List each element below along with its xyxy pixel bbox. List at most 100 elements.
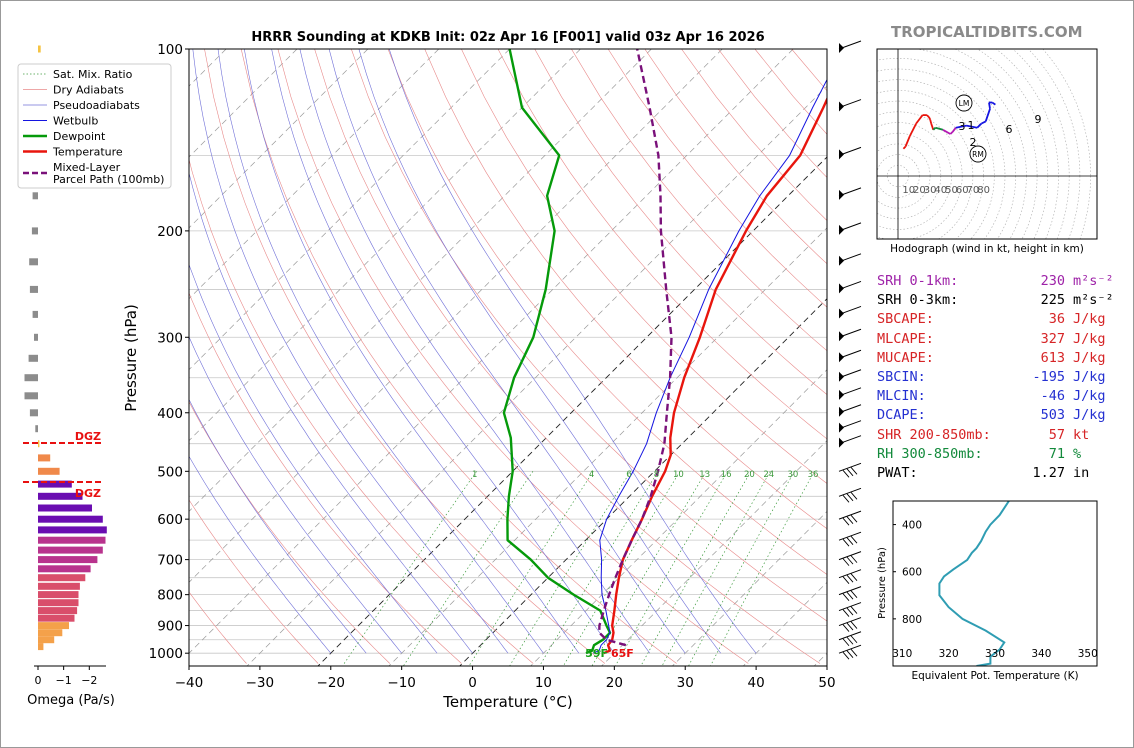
pseudoadiabat-line (271, 49, 615, 654)
parameter-row: MLCAPE: 327 J/kg (877, 331, 1127, 350)
barb-feather (842, 517, 850, 526)
wind-barb (838, 510, 862, 526)
parameter-unit: J/kg (1073, 388, 1106, 405)
storm-motion-label: LM (959, 99, 970, 108)
mixing-ratio-label: 1 (472, 470, 477, 480)
isotherm-line (672, 510, 827, 666)
parameter-label: SBCAPE: (877, 311, 934, 328)
legend-label: Dry Adiabats (53, 84, 124, 97)
parameter-unit: J/kg (1073, 349, 1106, 366)
dry-adiabat-line (240, 49, 677, 664)
x-tick-label: 0 (468, 675, 477, 691)
parameter-label: PWAT: (877, 464, 918, 481)
dry-adiabat-line (189, 292, 462, 664)
isotherm-line (601, 440, 827, 666)
hodograph-rings (877, 49, 1097, 239)
hodograph-height-label: 2 (970, 136, 977, 149)
parameter-row: MUCAPE: 613 J/kg (877, 350, 1127, 369)
trace-dewpoint (502, 49, 612, 655)
pseudoadiabat-line (388, 49, 757, 654)
y-tick-label: 700 (157, 553, 183, 569)
barb-feather (842, 651, 850, 660)
wind-barb (838, 420, 862, 433)
omega-bar (38, 45, 41, 53)
y-tick-label: 100 (157, 42, 183, 58)
legend-label: Parcel Path (100mb) (53, 173, 164, 186)
parameter-label: MLCIN: (877, 388, 926, 405)
mixing-ratio-line (509, 471, 631, 666)
mixing-ratio-line (342, 471, 477, 666)
y-tick-label: 500 (157, 464, 183, 480)
hodograph-segment (942, 129, 951, 135)
mixing-ratio-label: 24 (763, 470, 774, 480)
parameter-label: SRH 0-1km: (877, 273, 959, 289)
barb-feather (850, 590, 858, 598)
barb-feather (842, 593, 850, 601)
wind-barb (838, 551, 862, 566)
parameter-value: 613 (1040, 349, 1065, 366)
dry-adiabat-line (189, 158, 534, 664)
hodograph-segment (908, 123, 918, 137)
barb-staff (838, 644, 862, 654)
omega-panel: 0 −1 −2 Omega (Pa/s) DGZ DGZ (23, 45, 115, 708)
parameter-label: DCAPE: (877, 407, 926, 424)
legend-box (17, 63, 172, 189)
barb-feather (846, 468, 854, 477)
barb-staff (838, 586, 862, 596)
omega-bar (38, 440, 40, 448)
storm-motion-marker (969, 145, 987, 163)
pseudoadiabat-line (189, 455, 332, 654)
omega-bars (24, 45, 107, 651)
parameter-label: SBCIN: (877, 368, 926, 385)
wind-barb (838, 404, 862, 417)
dgz-label-top: DGZ (75, 430, 101, 443)
mixing-ratio-label: 4 (589, 470, 594, 480)
isotherm-line (189, 49, 510, 371)
wind-barb (838, 40, 862, 53)
omega-bar (24, 374, 38, 382)
theta-e-panel: 310 320 330 340 350 400 600 800 Equivalent Pot.… (877, 500, 1098, 682)
theta-e-y-tick-label: 600 (902, 567, 922, 579)
barb-feather (850, 648, 858, 657)
legend: Sat. Mix. Ratio Dry Adiabats Pseudoadiabat… (17, 63, 172, 189)
wind-barb (838, 146, 862, 160)
omega-bar (29, 285, 38, 293)
hodograph-ring-label: 80 (977, 185, 990, 196)
y-tick-label: 900 (157, 619, 183, 635)
omega-bar (38, 504, 92, 512)
barb-feather (850, 467, 858, 475)
x-tick-label: 20 (606, 675, 623, 691)
x-tick-label: 10 (535, 675, 552, 691)
hodograph-segment (915, 114, 924, 125)
theta-e-x-tick-label: 320 (939, 648, 959, 660)
wind-barbs (838, 40, 862, 660)
isotherm-line (459, 298, 827, 666)
parameter-unit: m²s⁻² (1073, 273, 1114, 289)
barb-flag (839, 224, 844, 235)
barb-feather (842, 638, 850, 647)
wind-barb (838, 569, 862, 585)
barb-feather (846, 556, 854, 565)
x-tick-label: −10 (387, 675, 416, 691)
mixing-ratio-line (640, 471, 752, 666)
y-tick-label: 200 (157, 224, 183, 240)
theta-e-ylabel: Pressure (hPa) (877, 547, 888, 619)
mixing-ratio-line (614, 471, 728, 666)
surface-temperature-label: 65F (611, 647, 634, 660)
skewt-y-ticks: 100 200 300 400 500 600 700 800 900 1000 (149, 42, 189, 662)
omega-x-ticks: 0 −1 −2 (35, 666, 97, 687)
barb-flag (839, 189, 844, 200)
legend-label: Sat. Mix. Ratio (53, 68, 133, 81)
parameter-unit: J/kg (1073, 330, 1106, 347)
barb-feather (850, 555, 858, 563)
x-tick-label: 40 (748, 675, 765, 691)
x-tick-label: −20 (317, 675, 346, 691)
mixing-ratio-label: 8 (654, 470, 659, 480)
wind-barb (838, 328, 862, 342)
barb-flag (839, 389, 844, 400)
pseudoadiabat-line (244, 49, 580, 654)
parameter-unit: m²s⁻² (1073, 292, 1114, 309)
parameter-row: MLCIN: -46 J/kg (877, 388, 1127, 407)
parameter-label: RH 300-850mb: (877, 445, 983, 462)
